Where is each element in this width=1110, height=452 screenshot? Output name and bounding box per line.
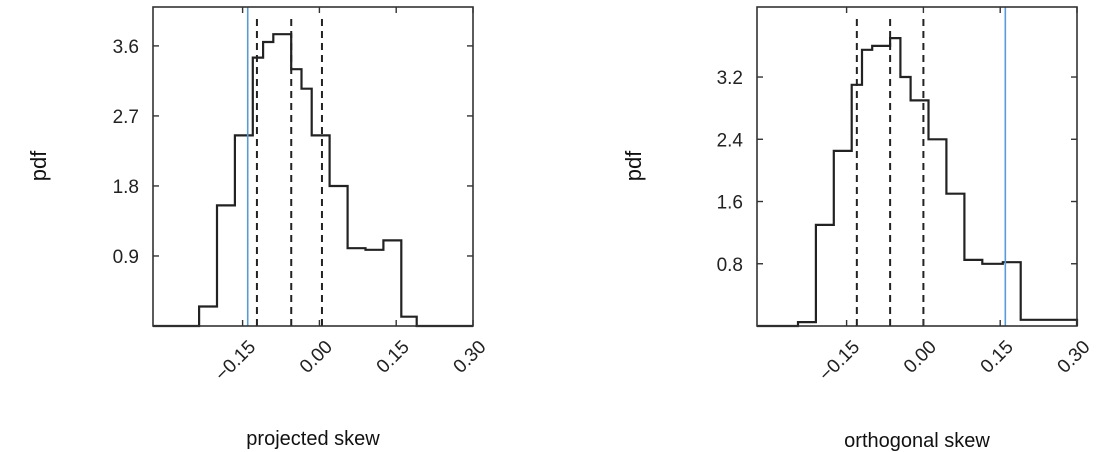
y-tick-label: 0.8	[717, 255, 743, 276]
x-tick-label: −0.15	[815, 337, 864, 386]
y-tick-label: 0.9	[113, 247, 139, 268]
plot-frame	[152, 6, 474, 327]
y-tick-label: 1.8	[113, 177, 139, 198]
x-tick-label: 0.30	[450, 337, 491, 378]
projected-skew-panel: 0.9 1.8 2.7 3.6 −0.15 0.00 0.15 0.30 projected…	[26, 6, 491, 450]
histogram-marks	[757, 7, 1079, 328]
histogram-marks	[153, 7, 473, 328]
y-axis-ticks: 0.8 1.6 2.4 3.2	[717, 68, 1077, 276]
x-axis-ticks: −0.15 0.00 0.15 0.30	[815, 7, 1095, 386]
x-tick-label: 0.00	[296, 337, 337, 378]
y-tick-label: 3.2	[717, 68, 743, 89]
y-tick-label: 2.4	[717, 130, 744, 151]
y-tick-label: 1.6	[717, 193, 743, 214]
x-tick-label: 0.15	[373, 337, 414, 378]
x-tick-label: 0.15	[977, 337, 1018, 378]
y-tick-label: 3.6	[113, 37, 139, 58]
y-axis-label: pdf	[621, 150, 646, 181]
plot-frame	[756, 6, 1078, 327]
y-tick-label: 2.7	[113, 107, 139, 128]
x-tick-label: 0.30	[1054, 337, 1095, 378]
orthogonal-skew-panel: 0.8 1.6 2.4 3.2 −0.15 0.00 0.15 0.30 orthogona…	[621, 6, 1095, 452]
x-axis-label: projected skew	[246, 428, 380, 450]
x-tick-label: 0.00	[900, 337, 941, 378]
x-axis-label: orthogonal skew	[844, 430, 990, 452]
y-axis-label: pdf	[26, 150, 51, 181]
y-axis-ticks: 0.9 1.8 2.7 3.6	[113, 37, 473, 268]
histogram-step-line	[757, 37, 1079, 328]
x-tick-label: −0.15	[211, 337, 260, 386]
histogram-step-line	[153, 33, 473, 328]
